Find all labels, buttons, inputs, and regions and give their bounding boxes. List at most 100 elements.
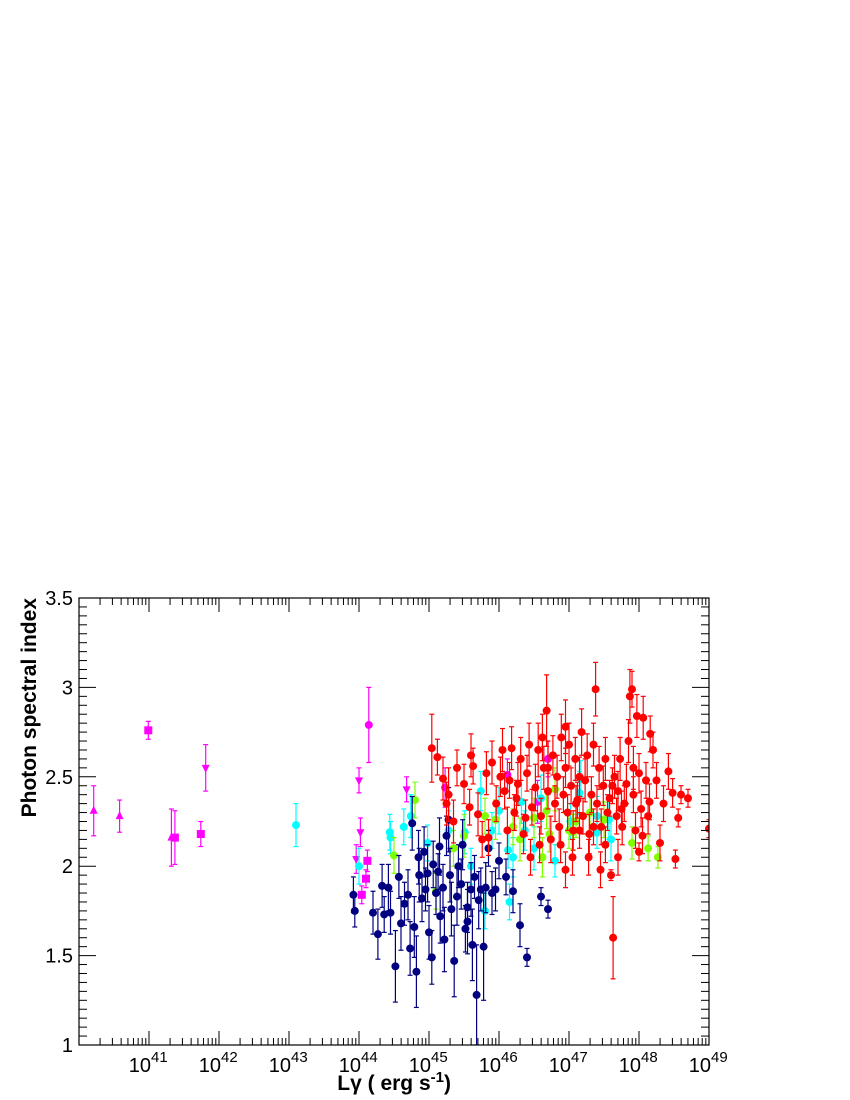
x-tick-exponent: 48 bbox=[641, 1049, 658, 1066]
data-point bbox=[668, 788, 677, 797]
data-point bbox=[491, 885, 500, 894]
x-tick-label: 10 bbox=[339, 1055, 361, 1077]
data-point bbox=[677, 790, 685, 799]
data-point bbox=[538, 853, 547, 862]
data-point bbox=[503, 826, 512, 835]
data-point bbox=[444, 790, 453, 799]
data-point bbox=[565, 740, 573, 749]
data-point bbox=[380, 910, 389, 919]
x-tick-label: 10 bbox=[689, 1055, 711, 1077]
axis-ticks bbox=[78, 597, 710, 1046]
data-point bbox=[631, 826, 640, 835]
data-point bbox=[505, 776, 514, 785]
data-point bbox=[509, 887, 517, 896]
data-point bbox=[397, 919, 405, 928]
data-point bbox=[386, 833, 395, 842]
x-tick-exponent: 45 bbox=[431, 1049, 448, 1066]
x-tick-label: 10 bbox=[269, 1055, 291, 1077]
data-point bbox=[551, 856, 559, 865]
data-point bbox=[632, 712, 641, 721]
data-point bbox=[561, 763, 570, 772]
data-point bbox=[542, 706, 551, 715]
data-point bbox=[482, 769, 491, 778]
data-point bbox=[352, 856, 361, 865]
data-point bbox=[495, 806, 503, 815]
x-tick-exponent: 43 bbox=[291, 1049, 308, 1066]
data-point bbox=[516, 921, 524, 930]
data-point bbox=[637, 804, 646, 813]
data-point bbox=[597, 822, 606, 831]
data-point bbox=[605, 794, 614, 803]
data-point bbox=[579, 812, 587, 821]
data-point bbox=[595, 763, 604, 772]
axis-tick-labels: 10 41 10 42 10 43 10 44 10 45 10 46 10 47 10 48 10 4911.5… bbox=[45, 588, 728, 1077]
plot-area bbox=[89, 661, 709, 1045]
x-tick-exponent: 44 bbox=[361, 1049, 378, 1066]
y-tick-label: 2.5 bbox=[45, 767, 73, 789]
data-point bbox=[525, 740, 534, 749]
data-point bbox=[201, 764, 210, 773]
data-point bbox=[548, 751, 557, 760]
data-point bbox=[469, 762, 478, 771]
data-point bbox=[350, 906, 359, 915]
data-point bbox=[569, 826, 578, 835]
data-point bbox=[488, 826, 496, 835]
data-point bbox=[373, 930, 382, 939]
data-point bbox=[468, 940, 477, 949]
data-point bbox=[355, 862, 363, 871]
data-point bbox=[488, 758, 496, 767]
data-point bbox=[519, 830, 528, 839]
data-point bbox=[534, 745, 543, 754]
data-point bbox=[439, 774, 447, 783]
data-point bbox=[561, 722, 570, 731]
data-point bbox=[557, 733, 566, 742]
data-point bbox=[581, 776, 590, 785]
data-point bbox=[461, 924, 470, 933]
data-point bbox=[399, 822, 408, 831]
data-point bbox=[593, 799, 601, 808]
data-point bbox=[609, 933, 618, 942]
data-point bbox=[653, 853, 662, 862]
data-point bbox=[608, 781, 617, 790]
data-point bbox=[414, 853, 423, 862]
data-point bbox=[432, 889, 440, 898]
data-point bbox=[406, 944, 415, 953]
data-point bbox=[458, 840, 467, 849]
data-point bbox=[607, 871, 615, 880]
data-point bbox=[363, 856, 372, 865]
data-point bbox=[509, 853, 517, 862]
x-tick-exponent: 47 bbox=[571, 1049, 588, 1066]
data-point bbox=[453, 763, 461, 772]
data-point bbox=[384, 883, 393, 892]
data-point bbox=[584, 853, 593, 862]
data-point bbox=[639, 713, 648, 722]
x-tick-label: 10 bbox=[129, 1055, 151, 1077]
data-point bbox=[415, 871, 424, 880]
data-point bbox=[585, 830, 594, 839]
data-point bbox=[115, 811, 124, 820]
data-point bbox=[571, 754, 580, 763]
data-point bbox=[504, 846, 513, 855]
data-point bbox=[638, 831, 647, 840]
data-point bbox=[144, 726, 153, 735]
data-point bbox=[378, 881, 387, 890]
y-tick-label: 2 bbox=[62, 856, 73, 878]
y-tick-label: 3.5 bbox=[45, 588, 73, 610]
data-point bbox=[463, 917, 472, 926]
data-point bbox=[526, 853, 535, 862]
x-tick-exponent: 46 bbox=[501, 1049, 518, 1066]
x-tick-exponent: 49 bbox=[711, 1049, 728, 1066]
data-point bbox=[390, 851, 398, 860]
data-point bbox=[418, 894, 426, 903]
data-point bbox=[440, 935, 449, 944]
data-point bbox=[596, 865, 605, 874]
data-point bbox=[433, 753, 442, 762]
data-point bbox=[474, 896, 483, 905]
data-point bbox=[568, 853, 577, 862]
data-point bbox=[479, 942, 488, 951]
data-point bbox=[589, 740, 598, 749]
data-point bbox=[612, 812, 621, 821]
data-point bbox=[567, 781, 576, 790]
x-tick-exponent: 42 bbox=[221, 1049, 238, 1066]
